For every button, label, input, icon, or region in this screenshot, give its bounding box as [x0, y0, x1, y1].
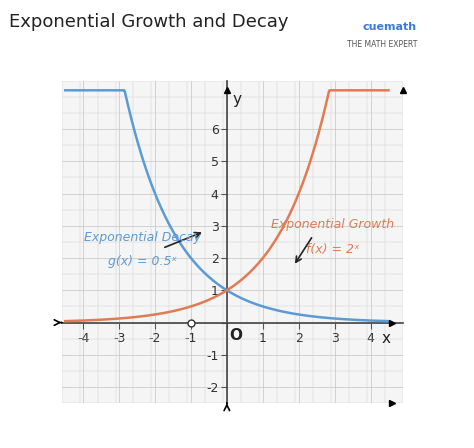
Text: THE MATH EXPERT: THE MATH EXPERT: [347, 40, 417, 49]
Text: g(x) = 0.5ˣ: g(x) = 0.5ˣ: [108, 255, 177, 268]
Text: Exponential Decay: Exponential Decay: [84, 231, 201, 244]
Text: Exponential Growth and Decay: Exponential Growth and Decay: [9, 13, 289, 31]
Text: y: y: [232, 92, 241, 107]
Text: Exponential Growth: Exponential Growth: [271, 218, 394, 231]
Text: f(x) = 2ˣ: f(x) = 2ˣ: [306, 242, 360, 255]
Text: O: O: [230, 328, 243, 343]
Text: x: x: [381, 331, 390, 345]
Text: cuemath: cuemath: [363, 22, 417, 32]
